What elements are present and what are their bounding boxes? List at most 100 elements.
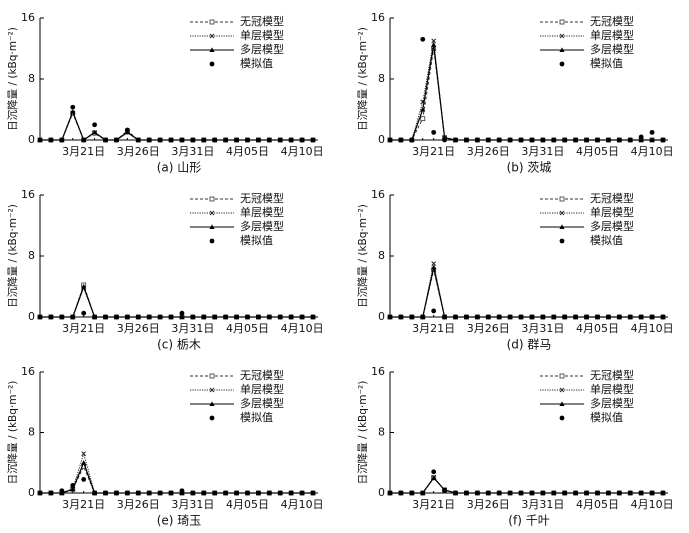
marker	[431, 42, 437, 47]
legend-label: 无冠模型	[590, 191, 634, 205]
marker	[209, 196, 215, 202]
marker	[209, 224, 215, 229]
marker	[70, 314, 76, 320]
x-tick-label: 4月05日	[226, 322, 269, 335]
marker	[212, 137, 218, 143]
series-line	[390, 267, 663, 318]
marker	[559, 196, 565, 202]
marker	[638, 134, 644, 140]
series-line	[40, 111, 313, 141]
marker	[81, 310, 87, 316]
marker	[209, 61, 215, 67]
marker	[573, 490, 579, 496]
marker	[92, 122, 97, 128]
panel: 0 8 16 3月21日 3月26日 3月31日 4月05日 4月10日 日沉降量 / (kBq…	[6, 11, 324, 175]
panel-caption: (b) 茨城	[507, 161, 552, 175]
panel-caption: (f) 千叶	[508, 514, 549, 528]
marker	[627, 137, 633, 143]
marker	[559, 415, 565, 421]
y-axis-label: 日沉降量 / (kBq·m⁻²)	[356, 381, 369, 485]
marker	[124, 314, 130, 320]
y-axis-label: 日沉降量 / (kBq·m⁻²)	[6, 27, 19, 131]
marker	[474, 490, 480, 496]
panel-caption: (d) 群马	[507, 338, 552, 352]
legend-label: 无冠模型	[240, 14, 284, 28]
panel: 0 8 16 3月21日 3月26日 3月31日 4月05日 4月10日 日沉降量 / (kBq…	[356, 11, 674, 175]
marker	[81, 451, 87, 457]
marker	[464, 137, 469, 143]
legend-label: 多层模型	[590, 42, 634, 56]
marker	[496, 314, 502, 320]
marker	[638, 490, 644, 496]
marker	[409, 137, 415, 143]
y-axis-label: 日沉降量 / (kBq·m⁻²)	[356, 204, 369, 308]
marker	[431, 261, 437, 266]
marker	[507, 137, 513, 143]
y-tick-label: 8	[28, 426, 35, 439]
marker	[496, 490, 502, 496]
x-tick-label: 4月10日	[631, 498, 674, 511]
legend-label: 无冠模型	[240, 191, 284, 205]
x-tick-label: 3月21日	[62, 498, 105, 511]
marker	[507, 490, 513, 496]
series-line	[390, 477, 663, 494]
panel-caption: (a) 山形	[157, 161, 202, 175]
marker	[562, 314, 568, 320]
marker	[431, 308, 437, 314]
y-tick-label: 16	[371, 11, 385, 24]
legend-label: 多层模型	[590, 219, 634, 233]
marker	[81, 476, 87, 482]
marker	[223, 137, 229, 143]
y-axis-label: 日沉降量 / (kBq·m⁻²)	[356, 27, 369, 131]
marker	[179, 310, 185, 316]
marker	[398, 314, 404, 320]
y-tick-label: 0	[28, 486, 35, 499]
marker	[559, 224, 565, 229]
marker	[442, 487, 447, 493]
marker	[518, 137, 524, 143]
marker	[660, 490, 666, 496]
x-tick-label: 3月21日	[62, 145, 105, 158]
marker	[212, 314, 218, 320]
series-line	[40, 284, 313, 318]
marker	[277, 137, 283, 143]
panel: 0 8 16 3月21日 3月26日 3月31日 4月05日 4月10日 日沉降量 / (kBq…	[356, 188, 674, 352]
marker	[562, 137, 568, 143]
marker	[485, 490, 491, 496]
marker	[266, 314, 272, 320]
marker	[540, 314, 546, 320]
marker	[420, 116, 426, 122]
marker	[190, 314, 196, 320]
marker	[551, 314, 557, 320]
marker	[559, 210, 565, 216]
marker	[431, 38, 437, 44]
legend-label: 单层模型	[590, 205, 634, 219]
marker	[114, 137, 119, 143]
marker	[431, 475, 437, 480]
marker	[595, 490, 600, 496]
marker	[573, 137, 579, 143]
marker	[507, 314, 513, 320]
x-tick-label: 3月31日	[171, 498, 214, 511]
marker	[157, 137, 163, 143]
marker	[168, 314, 174, 320]
marker	[266, 137, 272, 143]
marker	[70, 483, 76, 488]
legend-label: 多层模型	[590, 396, 634, 410]
marker	[209, 401, 215, 406]
marker	[209, 33, 215, 39]
marker	[209, 387, 215, 393]
marker	[157, 490, 163, 496]
marker	[37, 137, 43, 143]
marker	[584, 137, 589, 143]
marker	[277, 314, 283, 320]
marker	[190, 490, 196, 496]
legend-label: 单层模型	[240, 205, 284, 219]
marker	[48, 137, 54, 143]
y-tick-label: 16	[21, 188, 35, 201]
x-tick-label: 4月05日	[226, 145, 269, 158]
marker	[288, 490, 294, 496]
marker	[190, 137, 196, 143]
marker	[234, 314, 239, 320]
